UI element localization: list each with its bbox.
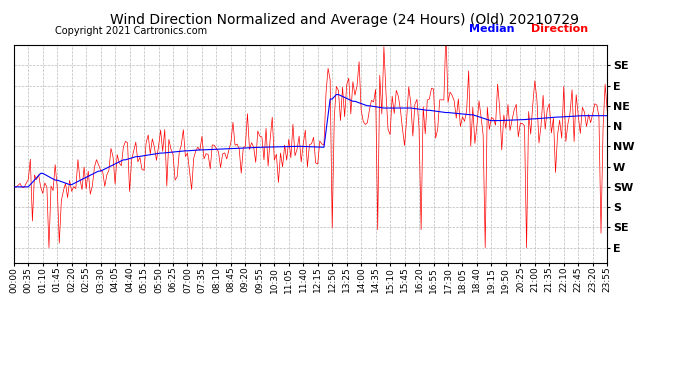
Text: Copyright 2021 Cartronics.com: Copyright 2021 Cartronics.com	[55, 26, 207, 36]
Text: Direction: Direction	[531, 24, 589, 34]
Text: Wind Direction Normalized and Average (24 Hours) (Old) 20210729: Wind Direction Normalized and Average (2…	[110, 13, 580, 27]
Text: Median: Median	[469, 24, 515, 34]
